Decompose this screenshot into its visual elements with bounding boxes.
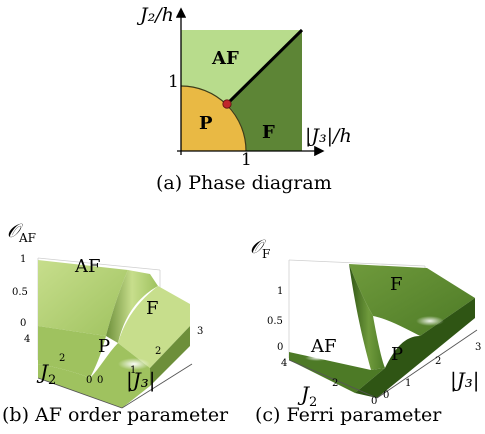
j3-tick-2: 2 <box>155 346 162 357</box>
j2-symbol-c: J <box>301 382 310 406</box>
j3-tick-1: 1 <box>130 365 137 376</box>
j2-tick-0-c: 0 <box>371 396 378 407</box>
surface-p-floor <box>38 343 150 408</box>
surface-highlight-c <box>416 316 444 326</box>
y-axis-label: J₂/h <box>140 4 174 26</box>
z-axis-subscript: AF <box>18 230 36 245</box>
y-tick-1: 1 <box>168 72 179 92</box>
surface-cliff-c <box>349 264 385 370</box>
boundary-af-f <box>225 28 304 106</box>
plot-af-svg <box>37 257 193 409</box>
j3-tick-0-c: 0 <box>383 390 390 401</box>
j2-axis-label-af: J2 <box>40 360 56 388</box>
surface-label-p: P <box>98 336 111 357</box>
z-axis-symbol-c: 𝒪 <box>250 236 262 258</box>
z-tick-05: 0.5 <box>12 287 28 298</box>
j2-tick-0: 0 <box>86 375 93 386</box>
j2-subscript-c: 2 <box>309 395 318 410</box>
z-tick-1: 1 <box>20 254 27 265</box>
z-axis-subscript-c: F <box>261 246 271 261</box>
plot-af-axes <box>37 363 193 409</box>
surface-label-p-c: P <box>391 344 404 365</box>
surface-af-floor-c <box>289 352 385 393</box>
phase-diagram: J₂/h |J₃|/h 1 1 AF F P (a) Phase diagram <box>0 0 485 200</box>
region-p-area <box>181 86 246 151</box>
j2-tick-2-c: 2 <box>332 378 339 389</box>
j3-axis-label-af: |J₃| <box>126 368 156 392</box>
x-axis-label: |J₃|/h <box>305 125 352 147</box>
region-f-area <box>227 30 302 151</box>
caption-b: (b) AF order parameter <box>2 404 229 426</box>
z-tick-0-c: 0 <box>277 342 284 353</box>
surface-af-drop <box>38 326 106 378</box>
surface-highlight <box>118 358 150 370</box>
z-axis-symbol: 𝒪 <box>7 220 19 242</box>
surface-f-plateau <box>118 286 190 368</box>
region-p-label: P <box>199 113 213 134</box>
j2-subscript: 2 <box>48 373 57 388</box>
j3-tick-3: 3 <box>197 326 204 337</box>
surface-label-f-c: F <box>390 274 403 295</box>
surface-p-floor-c <box>355 298 475 398</box>
j2-tick-4: 4 <box>24 334 31 345</box>
plot-ferri-parameter: 𝒪F 1 0.5 0 4 2 0 0 1 2 3 J2 |J₃| F AF P … <box>245 218 485 430</box>
surface-cliff <box>106 270 158 343</box>
j3-tick-0: 0 <box>97 375 104 386</box>
region-af-label: AF <box>212 48 239 69</box>
plot-af-order-parameter: 𝒪AF 1 0.5 0 4 2 0 0 1 2 3 J2 |J₃| AF F P… <box>0 218 245 430</box>
surface-highlight-c2 <box>305 355 329 361</box>
surface-label-f: F <box>146 298 159 319</box>
j2-symbol: J <box>40 360 49 384</box>
surface-label-af: AF <box>75 256 101 277</box>
z-tick-0: 0 <box>20 318 27 329</box>
surface-af-plateau <box>38 260 128 336</box>
j2-tick-2: 2 <box>59 353 66 364</box>
phase-diagram-svg <box>175 7 325 157</box>
plot-ferri-svg <box>288 259 478 399</box>
j2-tick-4-c: 4 <box>281 358 288 369</box>
j3-axis-label-ferri: |J₃| <box>450 368 480 392</box>
caption-a: (a) Phase diagram <box>156 172 332 194</box>
x-tick-1: 1 <box>241 150 252 170</box>
critical-point <box>222 99 232 109</box>
surface-label-af-c: AF <box>311 336 337 357</box>
plot-ferri-axes <box>288 329 478 399</box>
surface-f-front <box>150 326 190 386</box>
j3-tick-3-c: 3 <box>475 342 482 353</box>
j2-axis-label-ferri: J2 <box>301 382 317 410</box>
surface-f-plateau-c <box>349 264 475 336</box>
z-axis-label-ferri: 𝒪F <box>250 236 270 261</box>
j3-tick-2-c: 2 <box>435 356 442 367</box>
z-axis-label-af: 𝒪AF <box>7 220 36 245</box>
caption-c: (c) Ferri parameter <box>255 404 442 426</box>
z-tick-05-c: 0.5 <box>267 316 283 327</box>
region-f-label: F <box>262 122 275 143</box>
z-tick-1-c: 1 <box>277 286 284 297</box>
j3-tick-1-c: 1 <box>405 378 412 389</box>
